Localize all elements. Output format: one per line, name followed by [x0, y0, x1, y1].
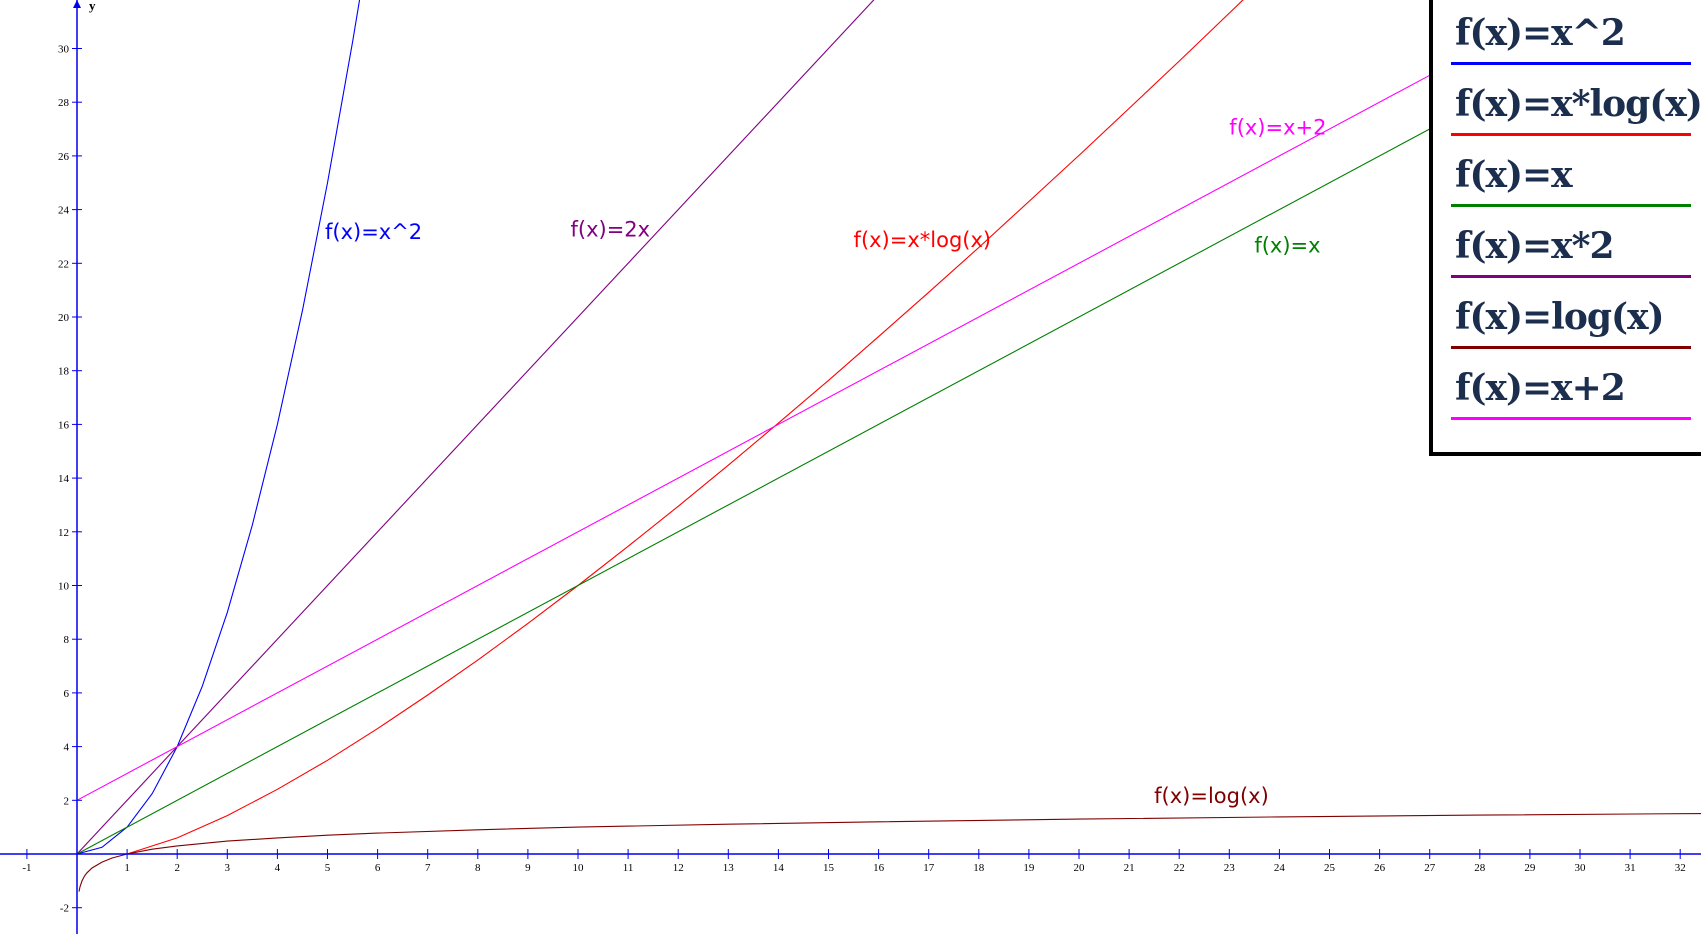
- x-tick-label: 22: [1174, 862, 1185, 874]
- x-tick-label: 15: [823, 862, 835, 874]
- y-tick-label: 30: [58, 44, 70, 56]
- x-tick-label: 13: [723, 862, 735, 874]
- x-tick-label: 27: [1424, 862, 1436, 874]
- y-tick-label: 24: [58, 205, 70, 217]
- y-axis-label: y: [89, 0, 96, 13]
- series-line-4: [78, 812, 1701, 892]
- legend-entry: f(x)=x: [1451, 146, 1693, 210]
- legend: f(x)=x^2 f(x)=x*log(x) f(x)=x f(x)=x*2 f(x)=…: [1429, 0, 1701, 456]
- curve-label-3: f(x)=x+2: [1229, 115, 1326, 139]
- x-tick-label: 20: [1074, 862, 1086, 874]
- x-tick-label: 29: [1524, 862, 1536, 874]
- y-tick-label: 2: [64, 795, 70, 807]
- y-tick-label: 28: [58, 97, 70, 109]
- x-tick-label: 14: [773, 862, 785, 874]
- legend-entry: f(x)=x*log(x): [1451, 75, 1701, 139]
- x-tick-label: 9: [525, 862, 531, 874]
- x-tick-label: 23: [1224, 862, 1236, 874]
- x-tick-label: 16: [873, 862, 885, 874]
- curve-label-5: f(x)=log(x): [1154, 784, 1269, 808]
- x-tick-label: 3: [225, 862, 231, 874]
- legend-label: f(x)=log(x): [1455, 296, 1665, 338]
- y-tick-label: 26: [58, 151, 70, 163]
- x-tick-label: 25: [1324, 862, 1336, 874]
- y-tick-label: 8: [64, 634, 70, 646]
- x-tick-label: 2: [174, 862, 180, 874]
- legend-label: f(x)=x*2: [1455, 225, 1615, 267]
- x-tick-label: -1: [22, 862, 31, 874]
- y-tick-label: 10: [58, 581, 70, 593]
- y-axis-arrow: [73, 0, 81, 8]
- y-tick-label: 6: [64, 688, 70, 700]
- x-tick-label: 19: [1023, 862, 1035, 874]
- y-tick-label: 4: [64, 742, 70, 754]
- x-tick-label: 10: [573, 862, 585, 874]
- y-tick-label: 22: [58, 258, 69, 270]
- series-line-3: [76, 128, 1430, 855]
- legend-swatch-line: [1451, 133, 1691, 136]
- x-tick-label: 17: [923, 862, 935, 874]
- x-tick-label: 7: [425, 862, 431, 874]
- x-tick-label: 26: [1374, 862, 1386, 874]
- x-tick-label: 31: [1625, 862, 1636, 874]
- legend-swatch-line: [1451, 417, 1691, 420]
- y-tick-label: 16: [58, 419, 70, 431]
- x-tick-label: 28: [1474, 862, 1486, 874]
- x-tick-label: 12: [673, 862, 684, 874]
- series-line-1: [76, 0, 875, 855]
- legend-entry: f(x)=x^2: [1451, 4, 1693, 68]
- legend-swatch-line: [1451, 275, 1691, 278]
- y-tick-label: -2: [60, 903, 69, 915]
- legend-swatch-line: [1451, 346, 1691, 349]
- x-tick-label: 5: [325, 862, 331, 874]
- x-tick-label: 8: [475, 862, 481, 874]
- curves: [76, 0, 1701, 892]
- series-line-5: [76, 74, 1430, 801]
- legend-entry: f(x)=x*2: [1451, 217, 1693, 281]
- curve-label-1: f(x)=2x: [570, 217, 650, 241]
- x-tick-label: 30: [1575, 862, 1587, 874]
- series-line-2: [126, 0, 1244, 855]
- curve-labels: f(x)=x^2 f(x)=2x f(x)=x*log(x) f(x)=x+2 f(x)…: [325, 115, 1326, 808]
- legend-label: f(x)=x+2: [1455, 367, 1626, 409]
- curve-label-2: f(x)=x*log(x): [854, 228, 992, 252]
- legend-swatch-line: [1451, 62, 1691, 65]
- x-tick-label: 32: [1675, 862, 1686, 874]
- curve-label-4: f(x)=x: [1254, 234, 1320, 258]
- legend-label: f(x)=x: [1455, 154, 1573, 196]
- y-tick-label: 18: [58, 366, 70, 378]
- curve-label-0: f(x)=x^2: [325, 220, 422, 244]
- x-tick-label: 11: [623, 862, 634, 874]
- x-tick-label: 1: [124, 862, 130, 874]
- x-tick-label: 18: [973, 862, 985, 874]
- series-line-0: [76, 0, 361, 855]
- x-tick-label: 4: [275, 862, 281, 874]
- legend-entry: f(x)=x+2: [1451, 359, 1693, 423]
- y-tick-label: 12: [58, 527, 69, 539]
- legend-swatch-line: [1451, 204, 1691, 207]
- legend-label: f(x)=x^2: [1455, 12, 1626, 54]
- x-tick-label: 6: [375, 862, 381, 874]
- y-tick-label: 20: [58, 312, 70, 324]
- legend-label: f(x)=x*log(x): [1455, 83, 1701, 125]
- legend-entry: f(x)=log(x): [1451, 288, 1693, 352]
- x-tick-label: 24: [1274, 862, 1286, 874]
- x-tick-label: 21: [1124, 862, 1135, 874]
- y-tick-label: 14: [58, 473, 70, 485]
